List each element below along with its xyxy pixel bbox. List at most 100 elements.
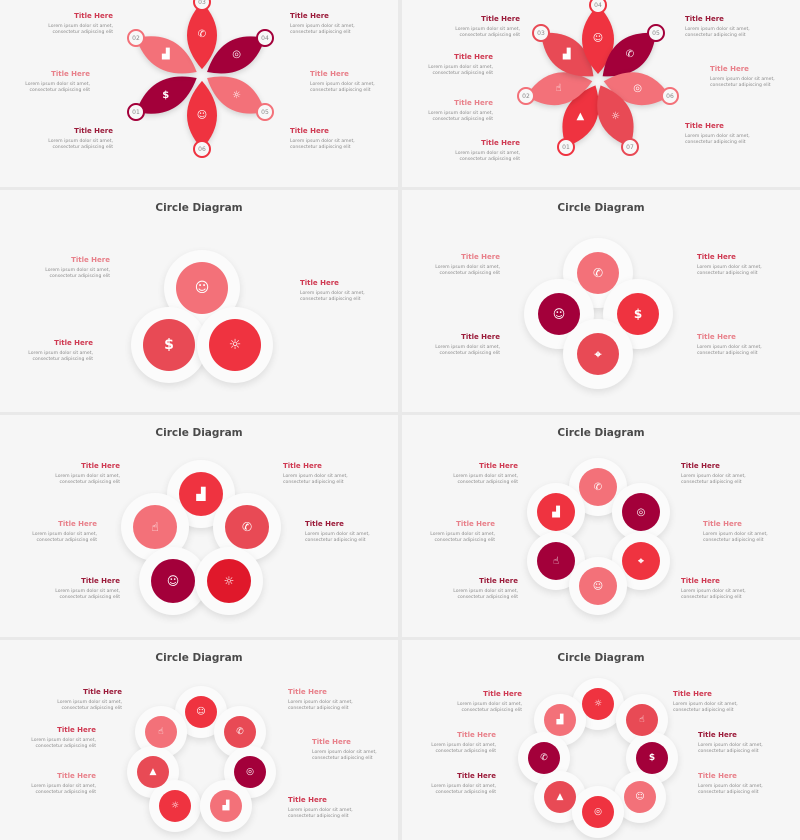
circle-node[interactable]: ▲ [137, 756, 169, 788]
circle-node[interactable]: ✆ [579, 468, 617, 506]
phone-icon: ✆ [540, 753, 548, 763]
petal [187, 2, 217, 70]
people-icon: ☺ [196, 110, 208, 122]
circle-node[interactable]: ☺ [151, 559, 195, 603]
circle-node[interactable]: ✆ [225, 505, 269, 549]
circle-node[interactable]: ☼ [207, 559, 251, 603]
target-icon: ◎ [636, 506, 646, 518]
bulb-icon: ☼ [228, 337, 242, 353]
label-body: Lorem ipsum dolor sit amet, consectetur … [681, 474, 746, 486]
circle-node[interactable]: ☺ [176, 262, 228, 314]
circle-node[interactable]: ▲ [544, 781, 576, 813]
circle-node[interactable]: ⌖ [577, 333, 619, 375]
label-body: Lorem ipsum dolor sit amet, consectetur … [290, 24, 355, 36]
label-body: Lorem ipsum dolor sit amet, consectetur … [435, 345, 500, 357]
number-badge: 03 [532, 24, 550, 42]
circle-node[interactable]: ◎ [582, 796, 614, 828]
circle-node[interactable]: ☼ [209, 319, 261, 371]
label-title: Title Here [697, 333, 736, 341]
circle-node[interactable]: ▟ [179, 472, 223, 516]
text-block: Title Here Lorem ipsum dolor sit amet, co… [430, 253, 500, 278]
circle-node[interactable]: ☝ [626, 704, 658, 736]
text-block: Title Here Lorem ipsum dolor sit amet, co… [452, 690, 522, 715]
circle-node[interactable]: ☺ [624, 781, 656, 813]
text-block: Title Here Lorem ipsum dolor sit amet, co… [50, 462, 120, 487]
phone-icon: ✆ [592, 266, 604, 280]
slide-title: Circle Diagram [557, 202, 645, 214]
label-body: Lorem ipsum dolor sit amet, consectetur … [455, 151, 520, 163]
circle-node[interactable]: $ [143, 319, 195, 371]
petal [207, 36, 265, 74]
target-icon: ◎ [232, 49, 241, 61]
circle-node[interactable]: ☺ [185, 696, 217, 728]
label-title: Title Here [479, 577, 518, 585]
text-block: Title Here Lorem ipsum dolor sit amet, co… [312, 738, 382, 763]
text-block: Title Here Lorem ipsum dolor sit amet, co… [423, 53, 493, 78]
circle-node[interactable]: ▟ [544, 704, 576, 736]
label-body: Lorem ipsum dolor sit amet, consectetur … [453, 474, 518, 486]
circle-node[interactable]: ▟ [537, 493, 575, 531]
label-title: Title Here [290, 127, 329, 135]
text-block: Title Here Lorem ipsum dolor sit amet, co… [426, 731, 496, 756]
label-body: Lorem ipsum dolor sit amet, consectetur … [435, 265, 500, 277]
label-body: Lorem ipsum dolor sit amet, consectetur … [32, 532, 97, 544]
label-title: Title Here [457, 772, 496, 780]
slide: Circle Diagram ☺ ☝ ✆ ▲ ◎ ☼ ▟ Title Here Lorem ips… [0, 640, 398, 840]
chart-icon: ▟ [222, 801, 230, 811]
slide-title: Circle Diagram [155, 202, 243, 214]
circle-node[interactable]: ☺ [538, 293, 580, 335]
text-block: Title Here Lorem ipsum dolor sit amet, co… [426, 772, 496, 797]
circle-node[interactable]: ✆ [224, 716, 256, 748]
label-body: Lorem ipsum dolor sit amet, consectetur … [25, 82, 90, 94]
slide: Circle Diagram ☺ $ ☼ Title Here Lorem ipsum d… [0, 190, 398, 412]
text-block: Title Here Lorem ipsum dolor sit amet, co… [697, 253, 767, 278]
label-body: Lorem ipsum dolor sit amet, consectetur … [673, 702, 738, 714]
circle-node[interactable]: ☝ [133, 505, 177, 549]
slide-title: Circle Diagram [557, 427, 645, 439]
number-badge: 02 [127, 29, 145, 47]
petal [597, 85, 634, 147]
circle-node[interactable]: ▟ [210, 790, 242, 822]
text-block: Title Here Lorem ipsum dolor sit amet, co… [310, 70, 380, 95]
label-body: Lorem ipsum dolor sit amet, consectetur … [31, 738, 96, 750]
label-title: Title Here [454, 53, 493, 61]
target-icon: ◎ [633, 83, 642, 95]
label-body: Lorem ipsum dolor sit amet, consectetur … [45, 268, 110, 280]
circle-node[interactable]: ⌖ [622, 542, 660, 580]
text-block: Title Here Lorem ipsum dolor sit amet, co… [43, 127, 113, 152]
circle-node[interactable]: ◎ [234, 756, 266, 788]
petal [582, 5, 614, 74]
phone-icon: ✆ [241, 520, 253, 534]
text-block: Title Here Lorem ipsum dolor sit amet, co… [40, 256, 110, 281]
circle-node[interactable]: ☺ [579, 567, 617, 605]
label-title: Title Here [483, 690, 522, 698]
rocket-icon: ▲ [556, 792, 564, 802]
flower-diagram [136, 2, 265, 149]
label-title: Title Here [457, 731, 496, 739]
text-block: Title Here Lorem ipsum dolor sit amet, co… [430, 333, 500, 358]
label-title: Title Here [300, 279, 339, 287]
label-body: Lorem ipsum dolor sit amet, consectetur … [431, 743, 496, 755]
money-icon: $ [648, 753, 656, 763]
number-badge: 07 [621, 138, 639, 156]
text-block: Title Here Lorem ipsum dolor sit amet, co… [681, 577, 751, 602]
label-title: Title Here [305, 520, 344, 528]
circle-node[interactable]: $ [617, 293, 659, 335]
label-title: Title Here [710, 65, 749, 73]
label-title: Title Here [74, 127, 113, 135]
label-body: Lorem ipsum dolor sit amet, consectetur … [685, 27, 750, 39]
circle-node[interactable]: ◎ [622, 493, 660, 531]
text-block: Title Here Lorem ipsum dolor sit amet, co… [300, 279, 370, 304]
text-block: Title Here Lorem ipsum dolor sit amet, co… [685, 122, 755, 147]
number-badge: 05 [647, 24, 665, 42]
circle-node[interactable]: ☝ [537, 542, 575, 580]
circle-node[interactable]: ☼ [159, 790, 191, 822]
label-title: Title Here [57, 772, 96, 780]
circle-node[interactable]: ☼ [582, 688, 614, 720]
text-block: Title Here Lorem ipsum dolor sit amet, co… [290, 12, 360, 37]
circle-node[interactable]: $ [636, 742, 668, 774]
number-badge: 04 [589, 0, 607, 14]
circle-node[interactable]: ☝ [145, 716, 177, 748]
circle-node[interactable]: ✆ [528, 742, 560, 774]
circle-node[interactable]: ✆ [577, 252, 619, 294]
